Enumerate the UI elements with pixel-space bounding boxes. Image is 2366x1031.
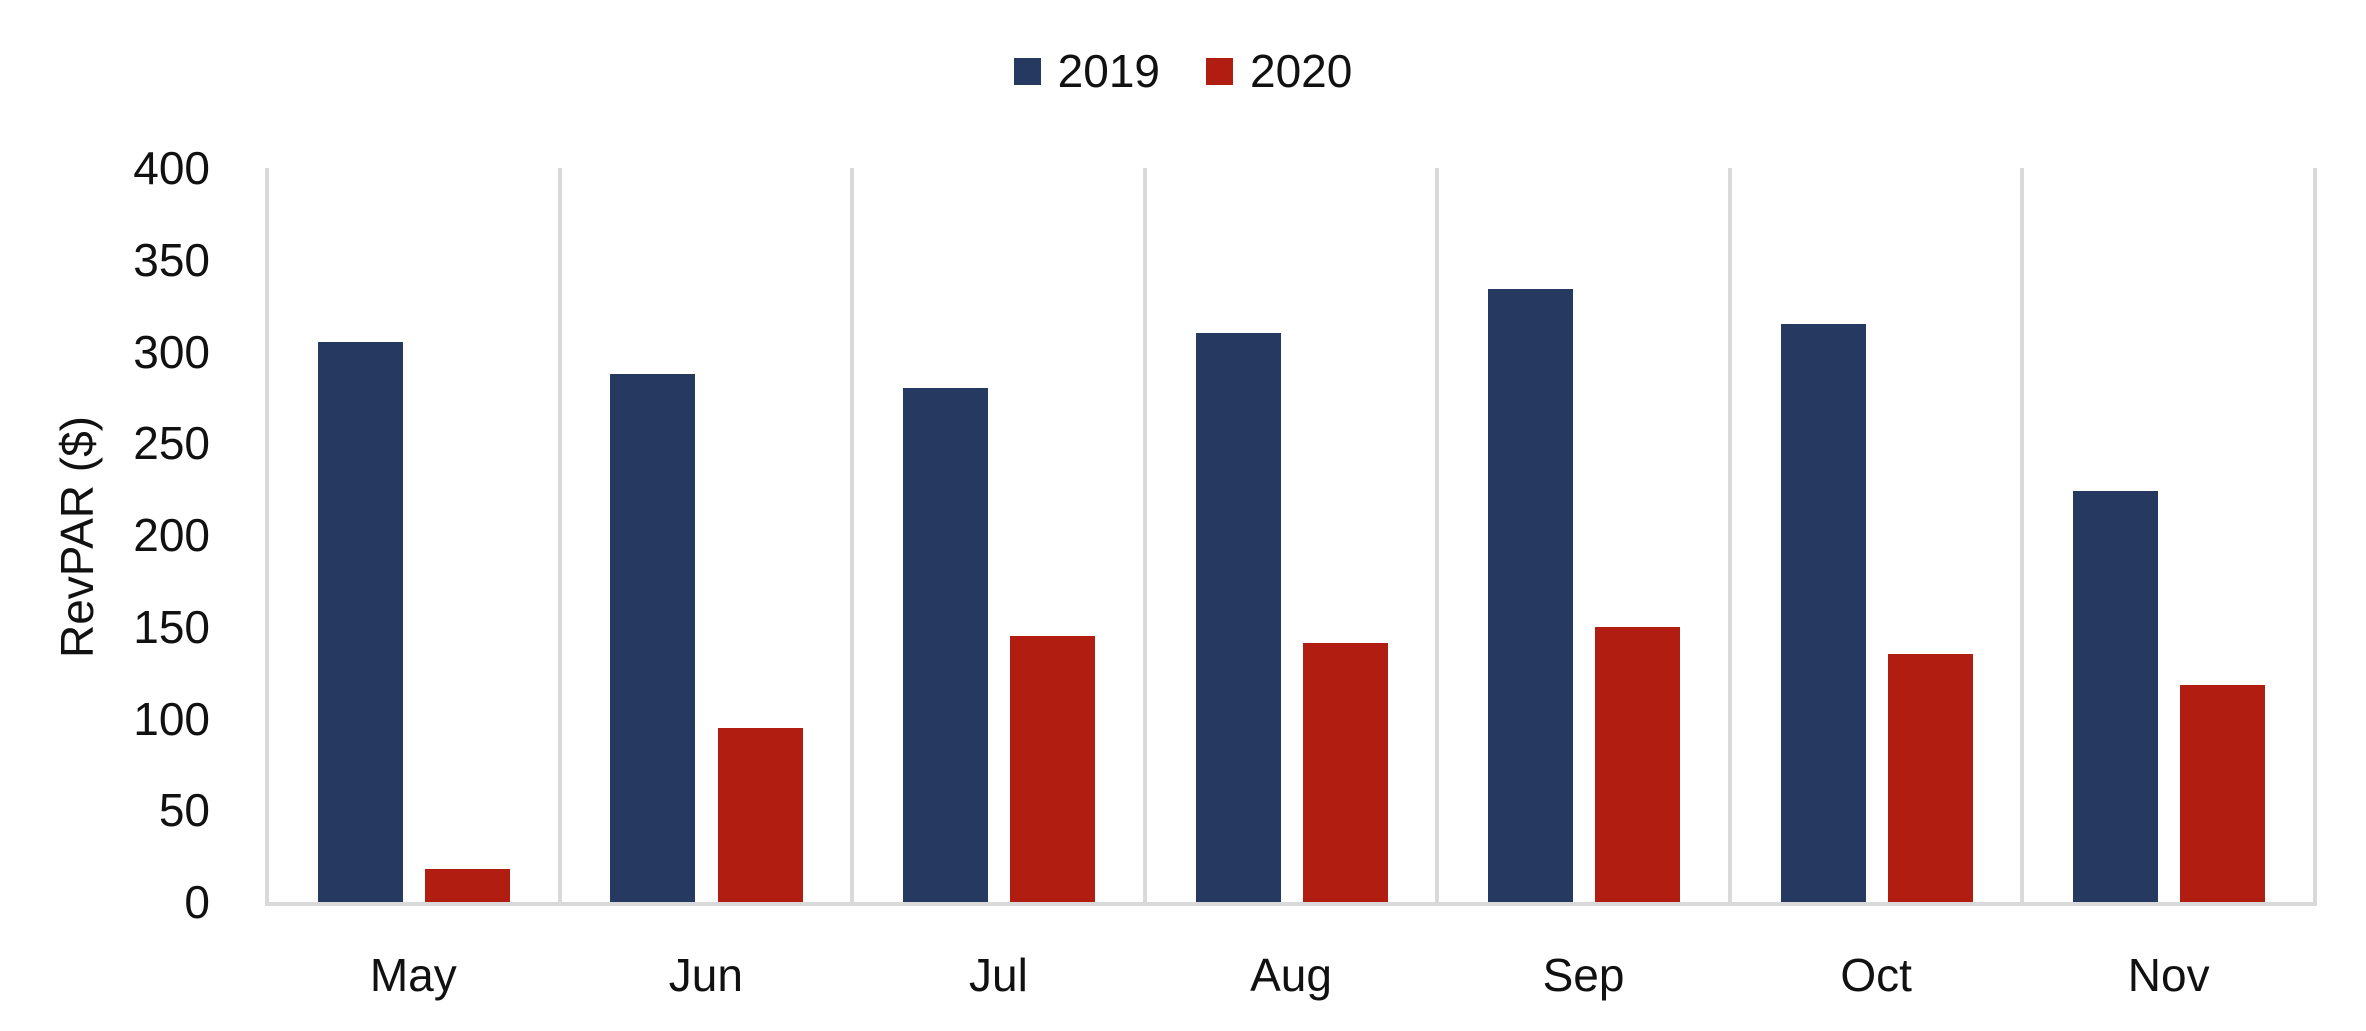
legend-item-2020: 2020 [1206, 44, 1352, 98]
bar-2020-Sep [1595, 626, 1681, 902]
bar-2019-May [317, 342, 403, 902]
bar-2019-Aug [1195, 333, 1281, 902]
bar-2020-May [424, 868, 510, 902]
bar-2019-Oct [1780, 323, 1866, 902]
legend-label: 2019 [1057, 45, 1160, 97]
legend-item-2019: 2019 [1013, 44, 1160, 98]
vertical-gridline [1142, 168, 1147, 906]
x-category-label: Nov [2127, 949, 2210, 1001]
vertical-gridline [557, 168, 562, 906]
bar-2019-Jul [903, 388, 989, 902]
vertical-gridline [2313, 168, 2317, 906]
chart-legend: 2019 2020 [0, 44, 2366, 98]
bar-2019-Jun [610, 373, 696, 902]
y-tick-label: 100 [133, 692, 210, 745]
x-category-label: Aug [1250, 949, 1332, 1001]
y-tick-label: 0 [184, 876, 210, 928]
bar-2019-Sep [1488, 289, 1574, 902]
y-tick-label: 350 [133, 233, 210, 286]
vertical-gridline [1727, 168, 1732, 906]
vertical-gridline [265, 168, 269, 906]
y-tick-label: 150 [133, 600, 210, 653]
bar-2019-Nov [2073, 490, 2159, 902]
y-tick-label: 400 [133, 142, 210, 194]
plot-area [265, 168, 2317, 906]
x-category-label: May [369, 949, 457, 1001]
legend-swatch-icon [1013, 57, 1041, 85]
bar-2020-Aug [1302, 643, 1388, 902]
y-tick-label: 250 [133, 417, 210, 470]
bar-2020-Oct [1887, 654, 1973, 902]
y-tick-label: 50 [158, 784, 210, 837]
bar-2020-Jun [717, 727, 803, 902]
y-tick-label: 200 [133, 509, 210, 561]
bar-2020-Jul [1010, 635, 1096, 902]
bar-2020-Nov [2180, 685, 2266, 902]
x-category-label: Jun [668, 949, 743, 1001]
vertical-gridline [2020, 168, 2025, 906]
y-tick-label: 300 [133, 325, 210, 378]
legend-swatch-icon [1206, 57, 1233, 85]
x-category-label: Sep [1542, 949, 1625, 1001]
vertical-gridline [850, 168, 855, 906]
x-category-label: Oct [1840, 949, 1912, 1001]
vertical-gridline [1435, 168, 1440, 906]
legend-label: 2020 [1250, 45, 1353, 97]
x-category-label: Jul [969, 949, 1028, 1001]
